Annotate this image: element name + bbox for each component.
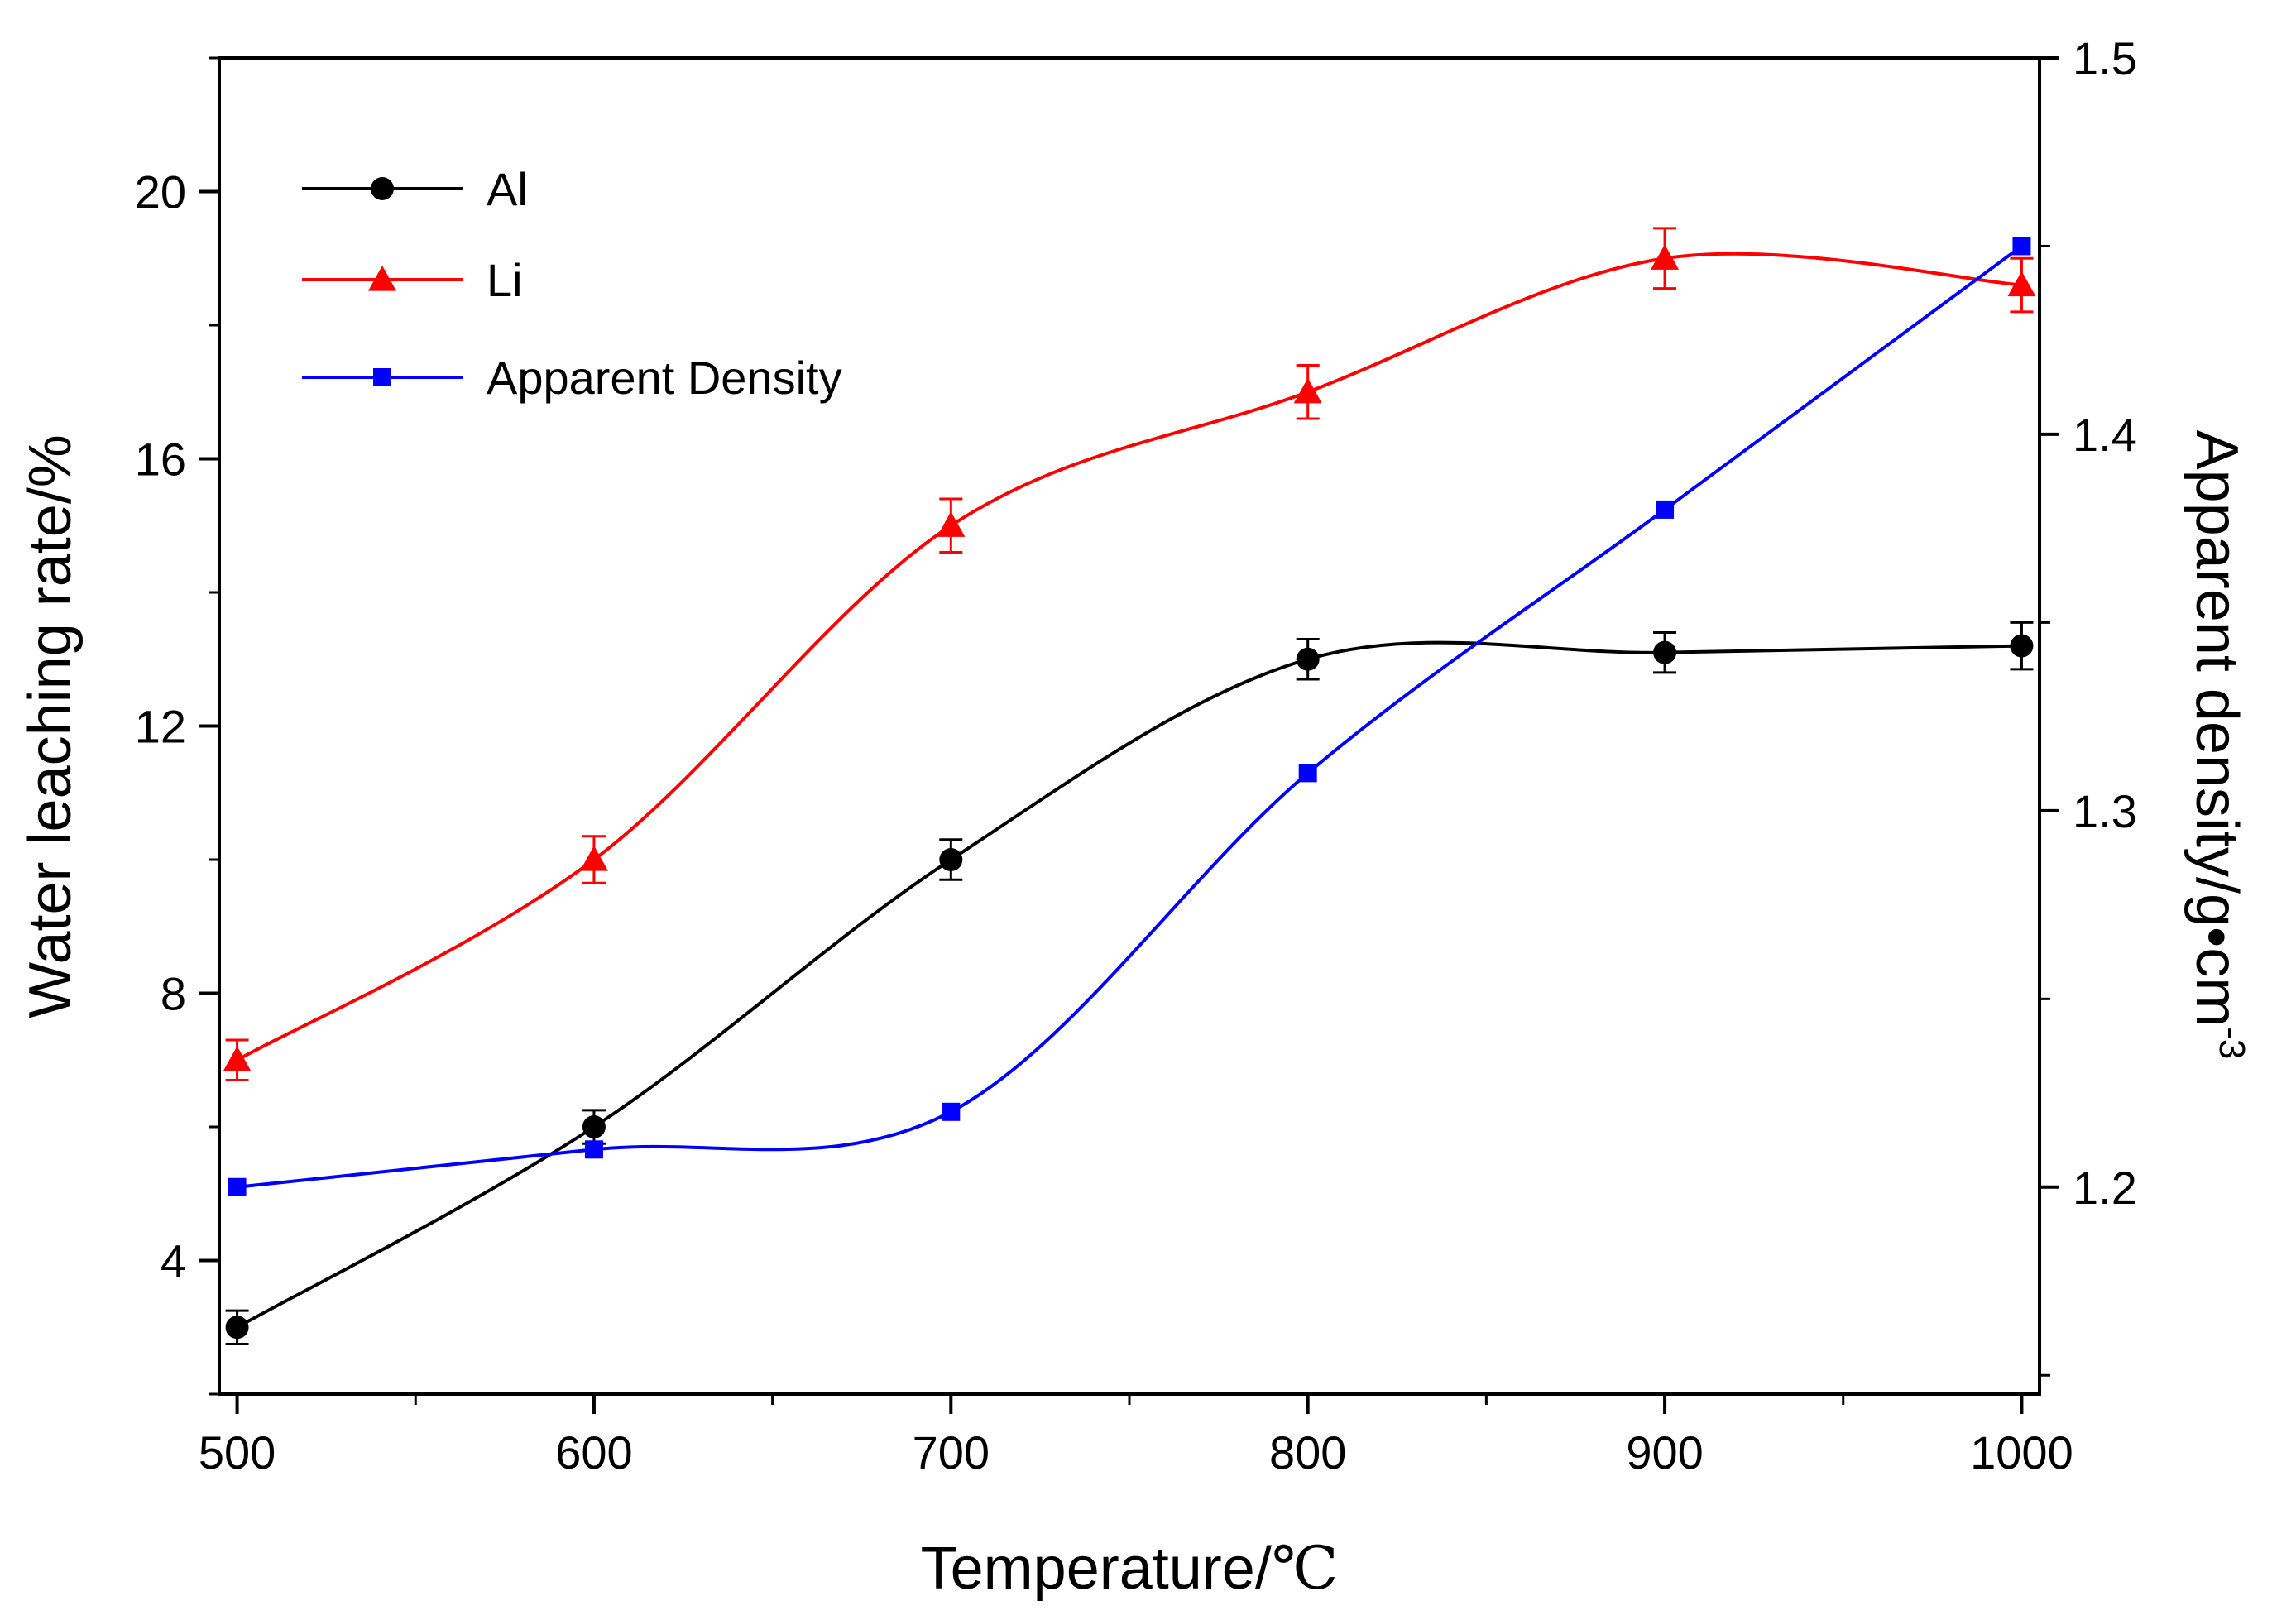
legend-marker <box>371 177 394 200</box>
series-layer <box>223 227 2036 1345</box>
data-point <box>2010 634 2034 658</box>
right-y-tick-label: 1.4 <box>2073 409 2137 461</box>
legend-marker <box>373 368 391 386</box>
legend: Al Li Apparent Density <box>302 163 842 404</box>
x-tick-label: 1000 <box>1970 1426 2073 1479</box>
x-tick-label: 900 <box>1626 1426 1703 1479</box>
data-point <box>228 1177 247 1196</box>
data-point <box>584 1140 603 1159</box>
legend-label: Al <box>487 163 528 215</box>
legend-entry-al: Al <box>302 163 528 215</box>
data-point <box>1296 647 1320 671</box>
series-line-al <box>236 640 2022 1329</box>
right-y-axis-ticks: 1.2 1.3 1.4 1.5 <box>2040 32 2137 1377</box>
legend-entry-li: Li <box>302 254 523 306</box>
x-tick-label: 700 <box>913 1426 990 1479</box>
data-point <box>942 1102 961 1121</box>
x-tick-label: 800 <box>1269 1426 1346 1479</box>
x-tick-label: 500 <box>199 1426 276 1479</box>
data-point <box>1298 764 1317 783</box>
right-y-tick-label: 1.2 <box>2073 1162 2137 1214</box>
data-point <box>223 1046 252 1071</box>
right-y-axis-title: Apparent density/g•cm-3 <box>2183 430 2252 1060</box>
data-point <box>2012 237 2031 256</box>
x-axis-title: Temperature/℃ <box>921 1533 1339 1603</box>
data-point <box>579 846 608 871</box>
left-y-tick-label: 4 <box>161 1235 186 1287</box>
right-y-tick-label: 1.5 <box>2073 32 2137 84</box>
left-y-axis-ticks: 4 8 12 16 20 <box>135 56 219 1396</box>
legend-entry-apparent-density: Apparent Density <box>302 352 842 404</box>
data-point <box>2007 271 2036 297</box>
legend-label: Apparent Density <box>487 352 842 404</box>
left-y-axis-title: Water leaching rate/% <box>17 434 84 1018</box>
series-apparent-density <box>228 237 2031 1196</box>
data-point <box>1653 640 1677 664</box>
data-point <box>1293 377 1322 404</box>
data-point <box>1656 500 1675 519</box>
series-line-apparent-density <box>237 244 2023 1189</box>
right-y-axis-title-exponent: -3 <box>2212 1027 2252 1059</box>
right-y-tick-label: 1.3 <box>2073 785 2137 837</box>
x-tick-label: 600 <box>555 1426 632 1479</box>
x-axis-title-unit: ℃ <box>1272 1533 1339 1603</box>
left-y-tick-label: 20 <box>135 166 186 218</box>
data-point <box>1651 244 1680 270</box>
x-axis-title-text: Temperature/ <box>921 1536 1272 1602</box>
data-point <box>225 1316 249 1340</box>
legend-label: Li <box>487 254 523 306</box>
legend-marker <box>368 266 396 291</box>
series-al <box>225 621 2034 1345</box>
series-line-li <box>236 252 2022 1062</box>
data-point <box>937 511 966 537</box>
x-axis-ticks: 500 600 700 800 900 1000 <box>199 1394 2073 1479</box>
left-y-tick-label: 16 <box>135 434 186 486</box>
right-y-axis-title-text: Apparent density/g•cm <box>2183 430 2250 1028</box>
data-point <box>939 848 963 871</box>
left-y-tick-label: 12 <box>135 701 186 753</box>
series-li <box>223 227 2036 1081</box>
left-y-tick-label: 8 <box>161 968 186 1020</box>
data-point <box>582 1115 606 1138</box>
